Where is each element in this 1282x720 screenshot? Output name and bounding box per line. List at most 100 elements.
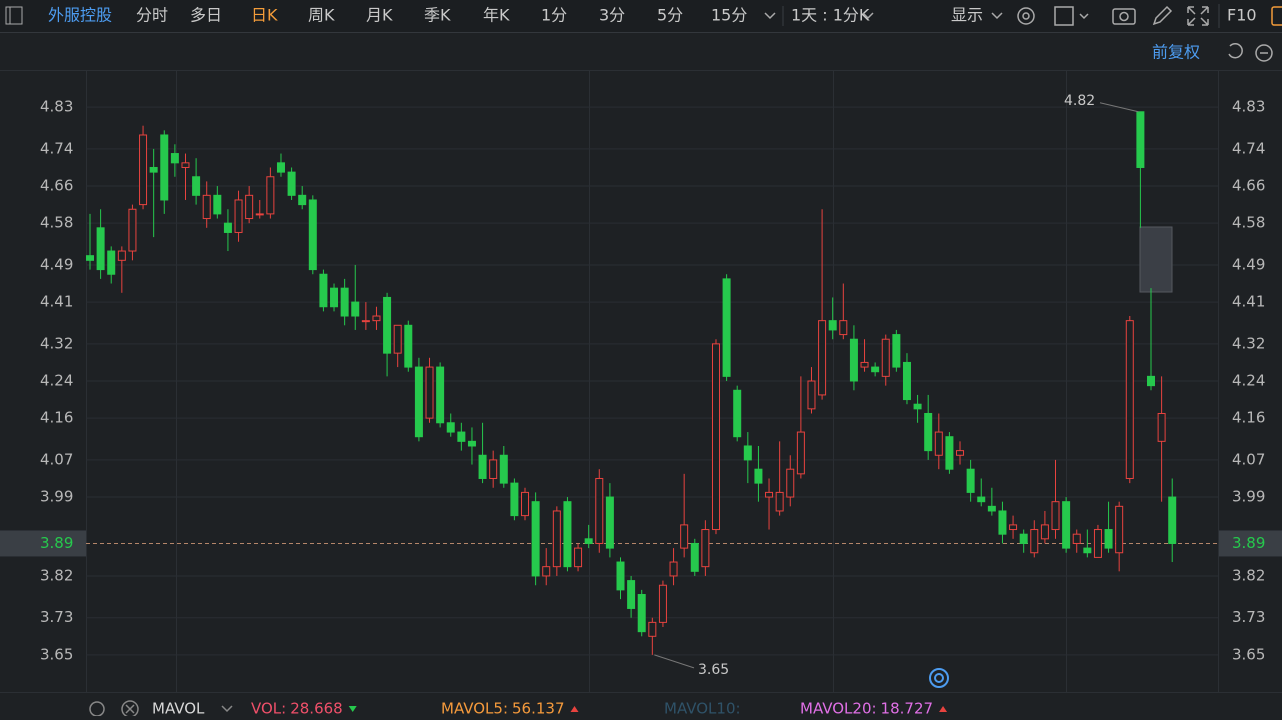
draw-icon[interactable] — [1152, 5, 1173, 26]
locate-icon[interactable] — [929, 668, 949, 688]
indicator-name[interactable]: MAVOL — [152, 700, 205, 718]
y-tick-label: 4.83 — [40, 98, 73, 116]
y2-tick-label: 4.16 — [1232, 409, 1265, 427]
candle-body — [828, 320, 837, 331]
indicator-chevron[interactable] — [221, 705, 233, 713]
y2-tick-label: 4.07 — [1232, 450, 1265, 468]
period-tab[interactable]: 15分 — [711, 6, 747, 25]
interval[interactable]: 1天 : 1分K — [791, 6, 870, 25]
more-chevron[interactable] — [764, 12, 776, 20]
candle-body — [499, 454, 508, 484]
candle-body — [892, 334, 901, 368]
max-leader — [1099, 102, 1139, 113]
gap-zone — [1139, 226, 1173, 293]
candle-body — [574, 547, 583, 568]
y2-tick-label: 4.58 — [1232, 214, 1265, 232]
candle-body — [467, 440, 476, 447]
candle-body — [1147, 375, 1155, 387]
period-tab[interactable]: 分时 — [136, 6, 168, 25]
indicator-label: MAVOL10: — [664, 700, 741, 717]
indicator-close-x — [125, 704, 135, 714]
period-tab[interactable]: 年K — [483, 6, 510, 25]
period-tab[interactable]: 日K — [251, 6, 278, 25]
y2-tick-label: 3.65 — [1232, 645, 1265, 663]
y2-tick-label: 4.32 — [1232, 334, 1265, 352]
period-tab[interactable]: 季K — [424, 6, 451, 25]
candle-body — [96, 227, 105, 271]
candle-body — [255, 213, 264, 216]
candle-body — [372, 315, 381, 322]
candle-body — [881, 338, 890, 377]
candle-body — [818, 320, 827, 396]
y-tick-label: 3.73 — [40, 608, 73, 626]
candle-body — [478, 454, 487, 479]
candle-body — [966, 468, 975, 493]
display-chevron[interactable] — [991, 12, 1003, 20]
candle-body — [1040, 524, 1049, 540]
candle-body — [563, 501, 572, 568]
period-tab[interactable]: 3分 — [599, 6, 625, 25]
adjust-mode[interactable]: 前复权 — [1152, 43, 1200, 62]
y-tick-label: 4.07 — [40, 450, 73, 468]
candle-body — [1009, 524, 1018, 531]
toolbar-bg — [0, 0, 1282, 32]
camera-lens — [1119, 11, 1129, 22]
candle-body — [213, 194, 222, 215]
fullscreen-icon[interactable] — [1187, 6, 1209, 26]
candle-body — [107, 250, 116, 275]
sidebar-toggle[interactable] — [5, 6, 23, 25]
candle-body — [595, 477, 604, 544]
last-price-box — [1219, 530, 1282, 557]
candle-body — [733, 389, 742, 438]
checkbox-icon[interactable] — [1054, 6, 1074, 26]
candle-body — [627, 580, 636, 609]
candle-body — [605, 496, 614, 549]
plot-area: 4.83 4.83 4.74 4.74 4.66 4.66 4.58 4.58 4.49 4.49… — [0, 98, 1282, 663]
candle-body — [711, 343, 720, 531]
candle-body — [669, 561, 678, 577]
y2-tick-label: 3.82 — [1232, 566, 1265, 584]
candle-body — [181, 162, 190, 168]
candle-body — [192, 176, 201, 196]
candle-body — [457, 431, 466, 442]
candle-body — [552, 510, 561, 568]
candle-body — [1030, 529, 1039, 554]
period-tab[interactable]: 多日 — [190, 6, 222, 25]
candle-body — [1136, 111, 1145, 168]
interval-chevron[interactable] — [862, 12, 874, 20]
stock-name[interactable]: 外服控股 — [48, 6, 112, 25]
camera-icon[interactable] — [1112, 8, 1136, 25]
locate-icon-center — [934, 673, 944, 683]
side-panel-icon[interactable] — [1271, 6, 1282, 26]
f10-button[interactable]: F10 — [1227, 6, 1257, 25]
candle-body — [245, 194, 254, 220]
candle-body — [436, 366, 445, 424]
reset-icon[interactable] — [1228, 42, 1243, 59]
candle-body — [871, 366, 880, 373]
candle-body — [446, 422, 455, 433]
candle-body — [139, 134, 148, 206]
candle-body — [977, 496, 986, 503]
settings-icon-center — [1022, 12, 1030, 20]
candle-body — [383, 296, 392, 354]
candle-body — [945, 436, 954, 470]
candle-body — [1062, 501, 1071, 549]
period-tab[interactable]: 月K — [366, 6, 393, 25]
candle-body — [839, 320, 848, 336]
period-tab[interactable]: 5分 — [657, 6, 683, 25]
candle-body — [414, 366, 423, 438]
candle-body — [849, 338, 858, 382]
y-tick-label: 4.24 — [40, 372, 73, 390]
display-menu[interactable]: 显示 — [951, 6, 983, 25]
checkbox-chevron[interactable] — [1079, 13, 1089, 20]
candle-body — [775, 491, 784, 512]
zoom-out-icon[interactable] — [1255, 44, 1273, 62]
settings-icon[interactable] — [1017, 7, 1035, 25]
indicator-settings[interactable] — [89, 701, 105, 717]
period-tab[interactable]: 1分 — [541, 6, 567, 25]
y2-tick-label: 4.83 — [1232, 98, 1265, 116]
candle-body — [1093, 529, 1102, 558]
candle-body — [404, 324, 413, 368]
period-tab[interactable]: 周K — [308, 6, 335, 25]
y-tick-label: 4.74 — [40, 139, 73, 157]
